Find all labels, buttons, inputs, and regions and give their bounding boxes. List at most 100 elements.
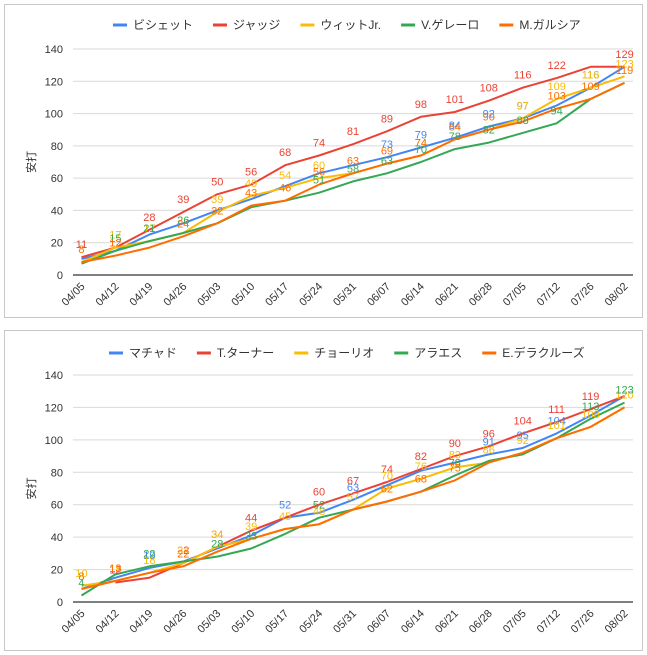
data-label: 82 bbox=[415, 451, 427, 463]
y-tick-label: 80 bbox=[51, 141, 63, 153]
data-label: 95 bbox=[517, 430, 529, 442]
data-label: 39 bbox=[245, 521, 257, 533]
data-label: 19 bbox=[143, 550, 155, 562]
data-label: 92 bbox=[517, 435, 529, 447]
data-label: 33 bbox=[245, 530, 257, 542]
data-label: 8 bbox=[78, 571, 84, 583]
data-label: 26 bbox=[177, 215, 189, 227]
data-label: 84 bbox=[449, 121, 461, 133]
y-tick-label: 120 bbox=[45, 76, 63, 88]
y-tick-label: 80 bbox=[51, 467, 63, 479]
x-tick-label: 06/21 bbox=[433, 281, 461, 309]
data-label: 75 bbox=[449, 462, 461, 474]
x-tick-label: 05/03 bbox=[195, 281, 223, 309]
x-tick-label: 04/19 bbox=[128, 281, 156, 309]
legend-label: チョーリオ bbox=[314, 346, 374, 360]
data-label: 98 bbox=[415, 99, 427, 111]
legend-label: ビシェット bbox=[133, 18, 193, 32]
line-chart-1: 0 20 40 60 80 100 120 140 安打 04/05 04/12 04/19 04/26… bbox=[24, 18, 634, 309]
data-label: 70 bbox=[381, 471, 393, 483]
x-tick-label: 06/07 bbox=[365, 608, 393, 636]
y-tick-label: 40 bbox=[51, 532, 63, 544]
legend-label: M.ガルシア bbox=[519, 18, 580, 32]
data-label: 49 bbox=[245, 178, 257, 190]
y-tick-label: 60 bbox=[51, 173, 63, 185]
x-tick-label: 05/24 bbox=[297, 608, 325, 636]
data-label: 24 bbox=[177, 545, 189, 557]
x-tick-label: 05/10 bbox=[229, 281, 257, 309]
x-tick-label: 08/02 bbox=[603, 608, 631, 636]
data-label: 12 bbox=[109, 238, 121, 250]
y-tick-label: 20 bbox=[51, 565, 63, 577]
x-tick-label: 05/10 bbox=[229, 608, 257, 636]
data-label: 44 bbox=[245, 513, 257, 525]
data-label: 101 bbox=[446, 94, 464, 106]
legend-item-0[interactable]: マチャド bbox=[109, 346, 177, 360]
data-label: 39 bbox=[211, 194, 223, 206]
legend-item-0[interactable]: ビシェット bbox=[113, 18, 193, 32]
data-label: 113 bbox=[582, 401, 600, 413]
data-label: 120 bbox=[615, 389, 633, 401]
data-label: 22 bbox=[177, 545, 189, 557]
data-label: 17 bbox=[109, 230, 121, 242]
legend-item-1[interactable]: ジャッジ bbox=[213, 18, 280, 32]
legend-label: アラエス bbox=[414, 346, 462, 360]
chart-panel-1: 0 20 40 60 80 100 120 140 安打 04/05 04/12 04/19 04/26… bbox=[4, 4, 643, 318]
data-label: 15 bbox=[109, 233, 121, 245]
data-label: 4 bbox=[78, 578, 84, 590]
data-label: 54 bbox=[279, 170, 291, 182]
legend-item-1[interactable]: T.ターナー bbox=[196, 346, 274, 360]
data-label: 46 bbox=[279, 183, 291, 195]
legend-item-2[interactable]: チョーリオ bbox=[294, 346, 374, 360]
data-label: 22 bbox=[177, 548, 189, 560]
x-tick-label: 06/28 bbox=[467, 608, 495, 636]
data-label: 45 bbox=[279, 511, 291, 523]
x-tick-label: 06/28 bbox=[467, 281, 495, 309]
legend-label: ウィットJr. bbox=[320, 18, 381, 32]
y-tick-label: 120 bbox=[45, 402, 63, 414]
legend-item-2[interactable]: ウィットJr. bbox=[300, 18, 381, 32]
legend-label: T.ターナー bbox=[217, 346, 274, 360]
data-label: 122 bbox=[547, 60, 565, 72]
series-line-3 bbox=[81, 81, 625, 265]
data-label: 34 bbox=[211, 529, 223, 541]
data-label: 10 bbox=[75, 568, 87, 580]
x-tick-label: 07/05 bbox=[501, 281, 529, 309]
data-label: 74 bbox=[415, 138, 427, 150]
data-label: 96 bbox=[483, 428, 495, 440]
x-tick-label: 06/21 bbox=[433, 608, 461, 636]
data-label: 89 bbox=[381, 113, 393, 125]
data-label: 67 bbox=[347, 475, 359, 487]
data-label: 68 bbox=[279, 147, 291, 159]
legend-item-3[interactable]: V.ゲレーロ bbox=[401, 18, 479, 32]
data-label: 32 bbox=[211, 205, 223, 217]
legend-label: マチャド bbox=[129, 346, 177, 360]
data-label: 108 bbox=[480, 83, 498, 95]
data-label: 43 bbox=[245, 188, 257, 200]
data-label: 51 bbox=[313, 175, 325, 187]
data-label: 104 bbox=[547, 415, 565, 427]
legend-label: ジャッジ bbox=[233, 18, 280, 32]
y-tick-label: 0 bbox=[57, 270, 63, 282]
data-label: 108 bbox=[581, 409, 599, 421]
legend-label: V.ゲレーロ bbox=[421, 18, 479, 32]
data-label: 73 bbox=[381, 139, 393, 151]
data-label: 109 bbox=[547, 81, 565, 93]
y-tick-label: 20 bbox=[51, 238, 63, 250]
data-label: 84 bbox=[449, 120, 461, 132]
x-tick-label: 04/26 bbox=[161, 281, 189, 309]
x-tick-label: 04/12 bbox=[94, 608, 122, 636]
data-label: 17 bbox=[143, 223, 155, 235]
data-label: 78 bbox=[449, 131, 461, 143]
legend-item-4[interactable]: E.デラクルーズ bbox=[482, 345, 585, 360]
legend-item-4[interactable]: M.ガルシア bbox=[499, 18, 581, 32]
x-tick-label: 08/02 bbox=[603, 281, 631, 309]
x-tick-label: 07/26 bbox=[569, 608, 597, 636]
y-tick-label: 140 bbox=[45, 44, 63, 56]
y-tick-label: 140 bbox=[45, 370, 63, 382]
y-tick-label: 100 bbox=[45, 435, 63, 447]
series-line-0 bbox=[81, 65, 626, 260]
data-label: 12 bbox=[109, 565, 121, 577]
y-axis-label: 安打 bbox=[24, 151, 38, 173]
legend-item-3[interactable]: アラエス bbox=[394, 346, 462, 360]
